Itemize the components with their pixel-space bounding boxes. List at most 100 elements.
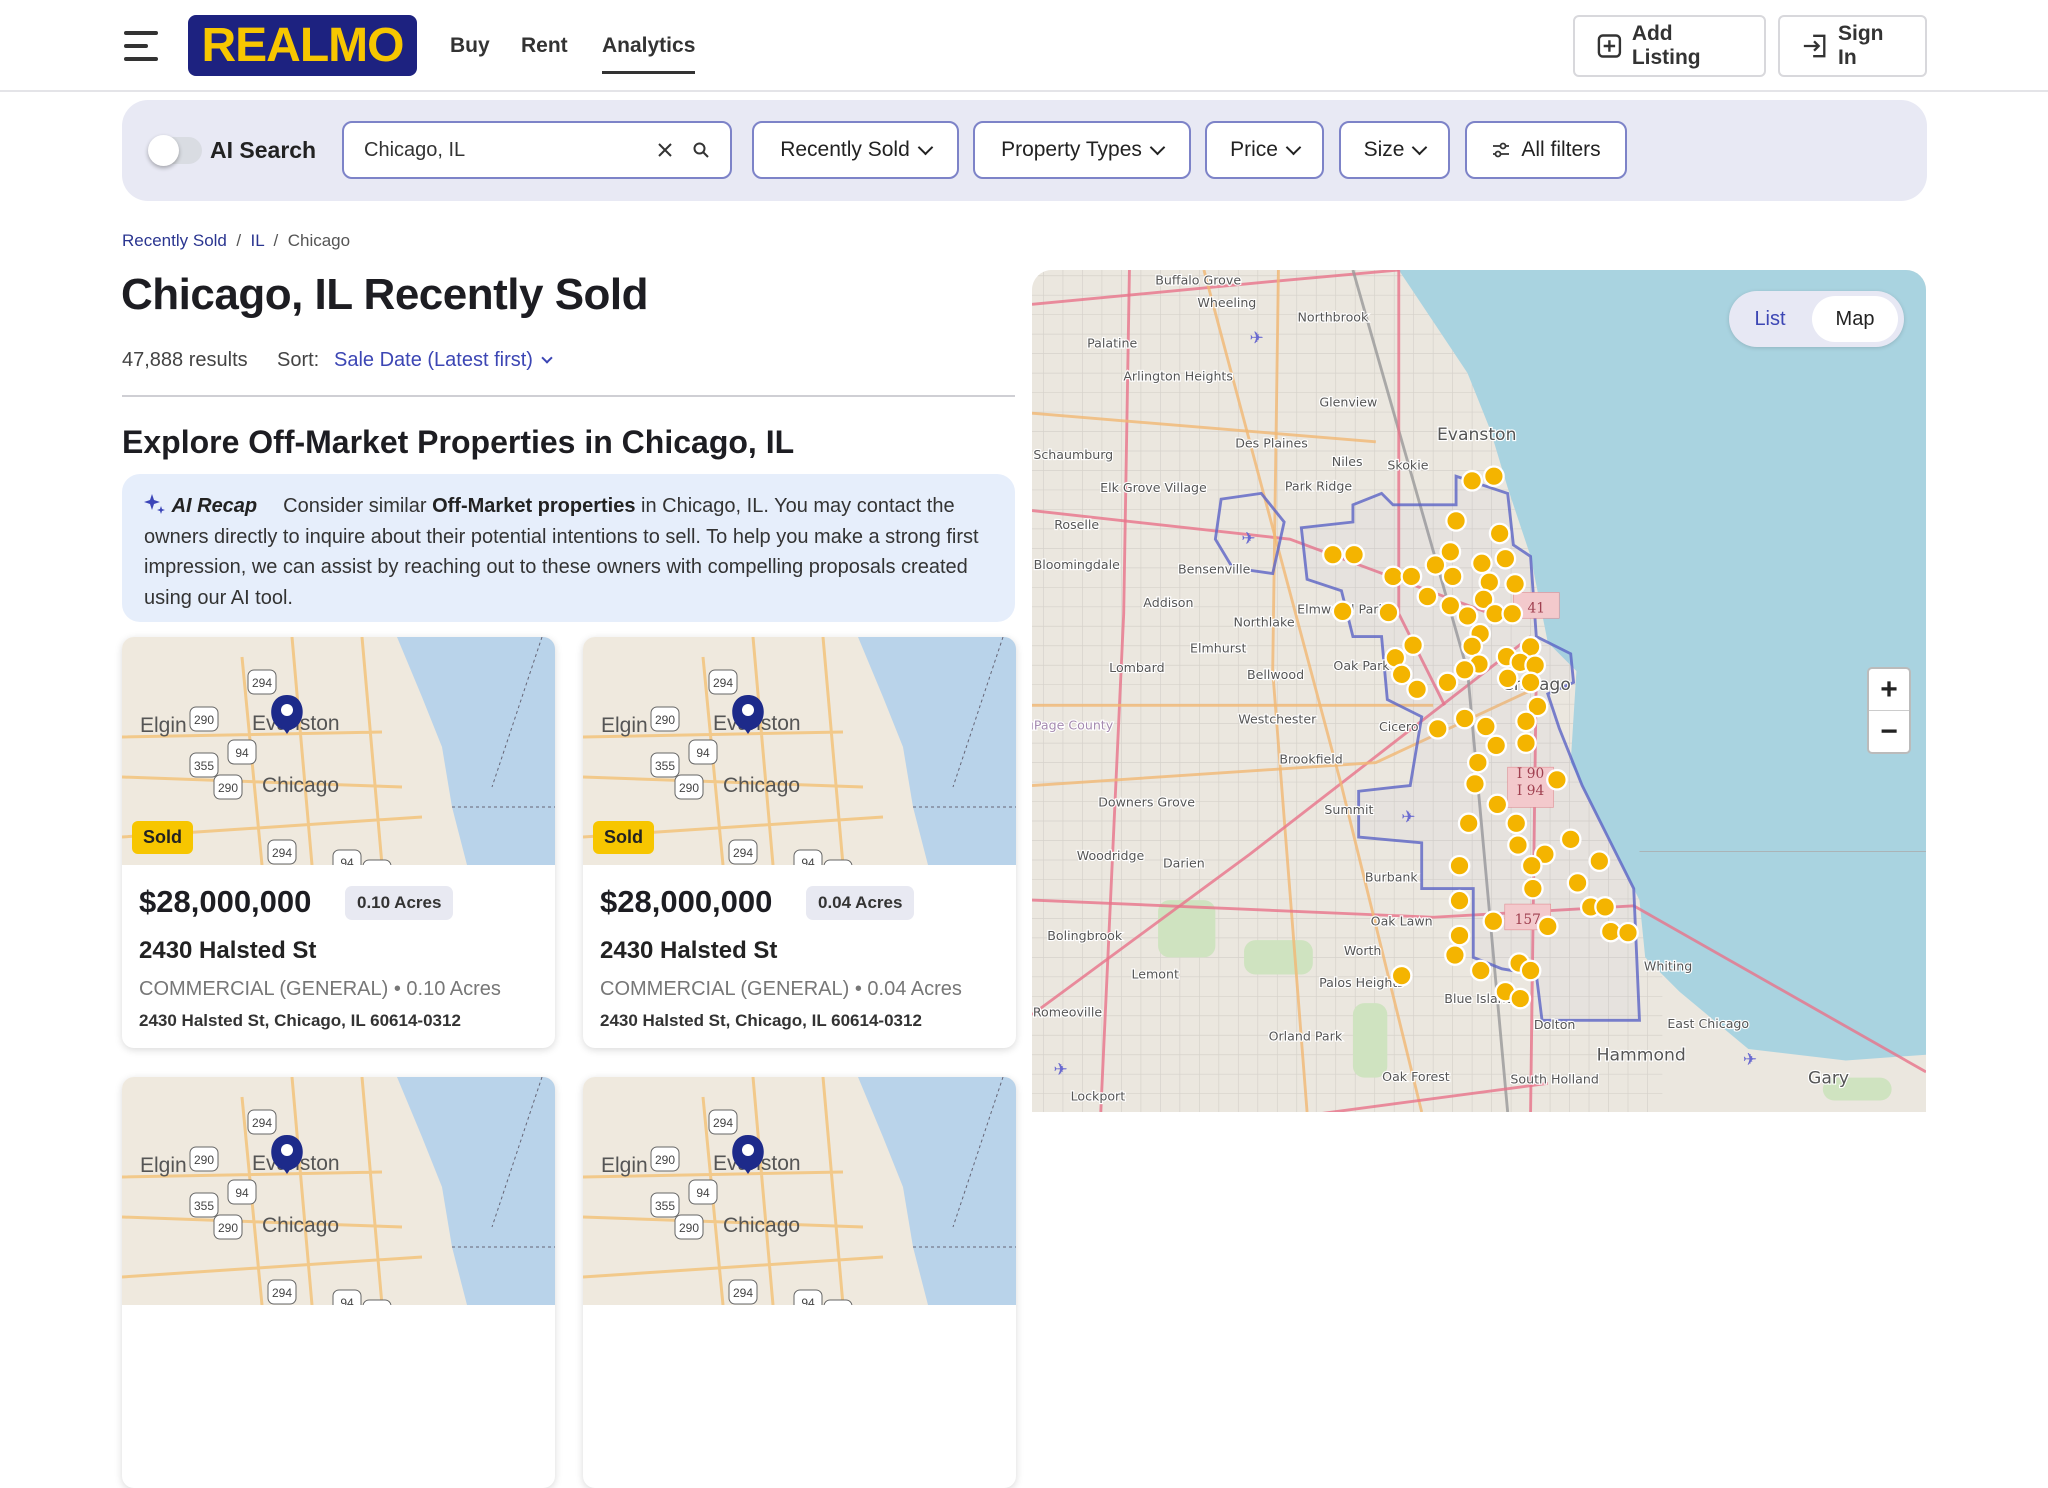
nav-analytics[interactable]: Analytics: [602, 34, 696, 74]
property-marker[interactable]: [1466, 751, 1489, 774]
property-marker[interactable]: [1526, 695, 1549, 718]
property-marker[interactable]: [1445, 509, 1467, 532]
property-marker[interactable]: [1416, 585, 1439, 608]
property-marker[interactable]: [1566, 872, 1589, 894]
shield-number: 294: [252, 1116, 272, 1130]
property-marker[interactable]: [1470, 552, 1493, 575]
property-marker[interactable]: [1402, 634, 1424, 657]
results-map[interactable]: ✈ ✈ ✈ ✈ ✈ Buffalo Grove Wheeling Northbrook Pala…: [1032, 270, 1926, 1112]
property-marker[interactable]: [1406, 678, 1428, 701]
map-label: Chicago: [723, 1214, 800, 1237]
property-marker[interactable]: [1521, 877, 1544, 900]
property-marker[interactable]: [1448, 854, 1471, 877]
search-icon[interactable]: [692, 141, 710, 159]
listing-card[interactable]: ElginEvanstonChicago29429035529094294943…: [583, 637, 1016, 1048]
nav-buy[interactable]: Buy: [450, 34, 490, 57]
property-marker[interactable]: [1588, 850, 1611, 873]
property-marker[interactable]: [1520, 854, 1543, 877]
property-marker[interactable]: [1474, 715, 1497, 738]
property-marker[interactable]: [1424, 554, 1447, 576]
property-marker[interactable]: [1441, 565, 1464, 588]
zoom-out-button[interactable]: −: [1880, 715, 1898, 748]
breadcrumb-recently-sold[interactable]: Recently Sold: [122, 231, 227, 250]
property-marker[interactable]: [1400, 565, 1423, 588]
property-marker[interactable]: [1457, 812, 1480, 835]
property-marker[interactable]: [1426, 717, 1449, 740]
shield-number: 355: [194, 759, 214, 773]
property-marker[interactable]: [1483, 465, 1505, 488]
property-marker[interactable]: [1390, 964, 1413, 987]
shield-number: 290: [679, 781, 699, 795]
sort-dropdown[interactable]: Sale Date (Latest first): [334, 349, 553, 372]
location-pin-icon: [271, 695, 303, 734]
size-dropdown[interactable]: Size: [1339, 121, 1450, 179]
property-marker[interactable]: [1486, 793, 1509, 816]
map-view-button[interactable]: Map: [1812, 296, 1898, 342]
property-marker[interactable]: [1507, 834, 1529, 856]
property-marker[interactable]: [1390, 663, 1413, 686]
property-marker[interactable]: [1515, 710, 1537, 733]
shield-number: 41: [1528, 601, 1546, 617]
property-marker[interactable]: [1488, 522, 1511, 545]
price-dropdown[interactable]: Price: [1205, 121, 1324, 179]
property-marker[interactable]: [1469, 959, 1492, 982]
property-marker[interactable]: [1559, 828, 1582, 851]
nav-rent[interactable]: Rent: [521, 34, 568, 57]
property-marker[interactable]: [1343, 543, 1365, 566]
shield-shape: [823, 1299, 853, 1305]
map-canvas[interactable]: ✈ ✈ ✈ ✈ ✈ Buffalo Grove Wheeling Northbrook Pala…: [1032, 270, 1926, 1112]
road: [1202, 270, 1424, 1112]
property-marker[interactable]: [1496, 667, 1519, 690]
property-marker[interactable]: [1546, 768, 1568, 791]
zoom-in-button[interactable]: +: [1869, 669, 1909, 711]
property-marker[interactable]: [1439, 540, 1462, 563]
property-marker[interactable]: [1461, 469, 1484, 492]
property-marker[interactable]: [1456, 605, 1479, 627]
property-marker[interactable]: [1436, 671, 1459, 694]
property-marker[interactable]: [1464, 772, 1486, 795]
property-marker[interactable]: [1519, 671, 1542, 694]
clear-icon[interactable]: [656, 141, 674, 159]
status-dropdown[interactable]: Recently Sold: [752, 121, 959, 179]
property-marker[interactable]: [1536, 915, 1559, 938]
location-search-input[interactable]: Chicago, IL: [342, 121, 732, 179]
property-marker[interactable]: [1453, 658, 1476, 681]
add-listing-button[interactable]: Add Listing: [1573, 15, 1766, 77]
property-marker[interactable]: [1494, 547, 1517, 570]
property-marker[interactable]: [1485, 734, 1508, 757]
listing-card[interactable]: ElginEvanstonChicago29429035529094294943…: [583, 1077, 1016, 1488]
property-marker[interactable]: [1504, 573, 1526, 595]
listing-card[interactable]: ElginEvanstonChicago29429035529094294943…: [122, 637, 555, 1048]
realmo-logo[interactable]: REALMO: [188, 15, 417, 76]
property-marker[interactable]: [1501, 602, 1524, 625]
property-marker[interactable]: [1509, 987, 1532, 1010]
property-marker[interactable]: [1482, 910, 1505, 933]
property-marker[interactable]: [1515, 732, 1537, 755]
property-marker[interactable]: [1617, 921, 1639, 944]
property-marker[interactable]: [1461, 635, 1484, 658]
property-marker[interactable]: [1382, 565, 1404, 588]
sign-in-button[interactable]: Sign In: [1778, 15, 1927, 77]
property-marker[interactable]: [1448, 889, 1471, 912]
property-marker[interactable]: [1453, 707, 1476, 730]
property-marker[interactable]: [1505, 812, 1528, 835]
ohare-boundary: [1213, 491, 1286, 576]
property-marker[interactable]: [1472, 588, 1495, 611]
all-filters-button[interactable]: All filters: [1465, 121, 1627, 179]
ai-search-toggle[interactable]: [148, 135, 202, 166]
property-marker[interactable]: [1594, 896, 1616, 918]
place-label: Schaumburg: [1033, 447, 1113, 462]
property-marker[interactable]: [1321, 543, 1344, 566]
property-marker[interactable]: [1519, 959, 1542, 982]
property-marker[interactable]: [1377, 601, 1400, 624]
interstate-shield: 294: [708, 1109, 738, 1135]
breadcrumb-il[interactable]: IL: [250, 231, 265, 250]
property-marker[interactable]: [1331, 600, 1354, 623]
hamburger-menu-icon[interactable]: [124, 31, 158, 61]
property-types-dropdown[interactable]: Property Types: [973, 121, 1191, 179]
property-marker[interactable]: [1444, 944, 1466, 966]
list-view-button[interactable]: List: [1754, 307, 1786, 330]
property-marker[interactable]: [1439, 594, 1462, 617]
listing-card[interactable]: ElginEvanstonChicago29429035529094294943…: [122, 1077, 555, 1488]
property-marker[interactable]: [1448, 924, 1471, 947]
